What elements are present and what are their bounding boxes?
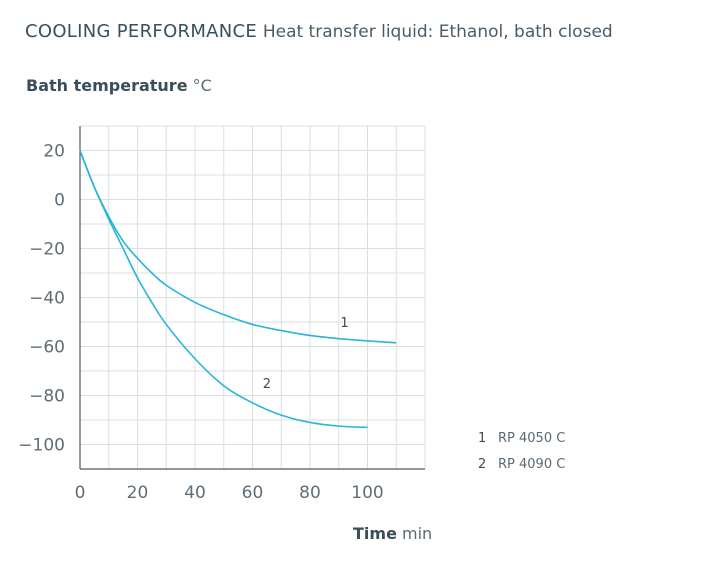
y-tick-label: −20 <box>29 240 65 260</box>
x-axis-title: Time <box>353 524 397 543</box>
legend-item-1: 1 RP 4050 C <box>478 430 565 456</box>
x-tick-label: 60 <box>242 483 264 503</box>
y-tick-label: −40 <box>29 289 65 309</box>
x-tick-label: 20 <box>127 483 149 503</box>
series-line-1 <box>79 150 397 344</box>
x-tick-label: 40 <box>184 483 206 503</box>
x-tick-label: 100 <box>351 483 383 503</box>
chart-title: COOLING PERFORMANCE <box>25 21 258 42</box>
x-axis-label: Time min <box>353 524 432 543</box>
series-line-2 <box>79 150 368 429</box>
legend-item-2: 2 RP 4090 C <box>478 456 565 482</box>
y-tick-label: 0 <box>54 191 65 211</box>
y-axis-unit: °C <box>192 76 212 95</box>
y-tick-label: −60 <box>29 338 65 358</box>
legend-number: 2 <box>478 457 487 472</box>
chart-series <box>79 150 397 429</box>
chart-annotations: 12 <box>263 316 349 392</box>
curve-label: 1 <box>340 316 348 331</box>
legend-label: RP 4090 C <box>498 457 566 472</box>
chart-axes <box>79 126 425 470</box>
y-axis-label: Bath temperature °C <box>26 76 212 95</box>
curve-label: 2 <box>263 377 271 392</box>
y-tick-label: −80 <box>29 387 65 407</box>
y-tick-label: −100 <box>18 436 65 456</box>
chart-subtitle: Heat transfer liquid: Ethanol, bath clos… <box>262 22 613 42</box>
legend-number: 1 <box>478 431 487 446</box>
x-tick-label: 80 <box>299 483 321 503</box>
legend-label: RP 4050 C <box>498 431 566 446</box>
chart-grid <box>80 125 426 469</box>
x-tick-label: 0 <box>75 483 86 503</box>
chart-legend: 1 RP 4050 C 2 RP 4090 C <box>478 430 565 482</box>
chart-title-block: COOLING PERFORMANCE Heat transfer liquid… <box>25 21 613 42</box>
y-axis-title: Bath temperature <box>26 76 188 95</box>
x-axis-unit: min <box>402 524 433 543</box>
y-tick-label: 20 <box>43 142 65 162</box>
chart-ticks: 20 0 −20 −40 −60 −80 −100 0 20 40 60 80 100 <box>18 142 383 504</box>
